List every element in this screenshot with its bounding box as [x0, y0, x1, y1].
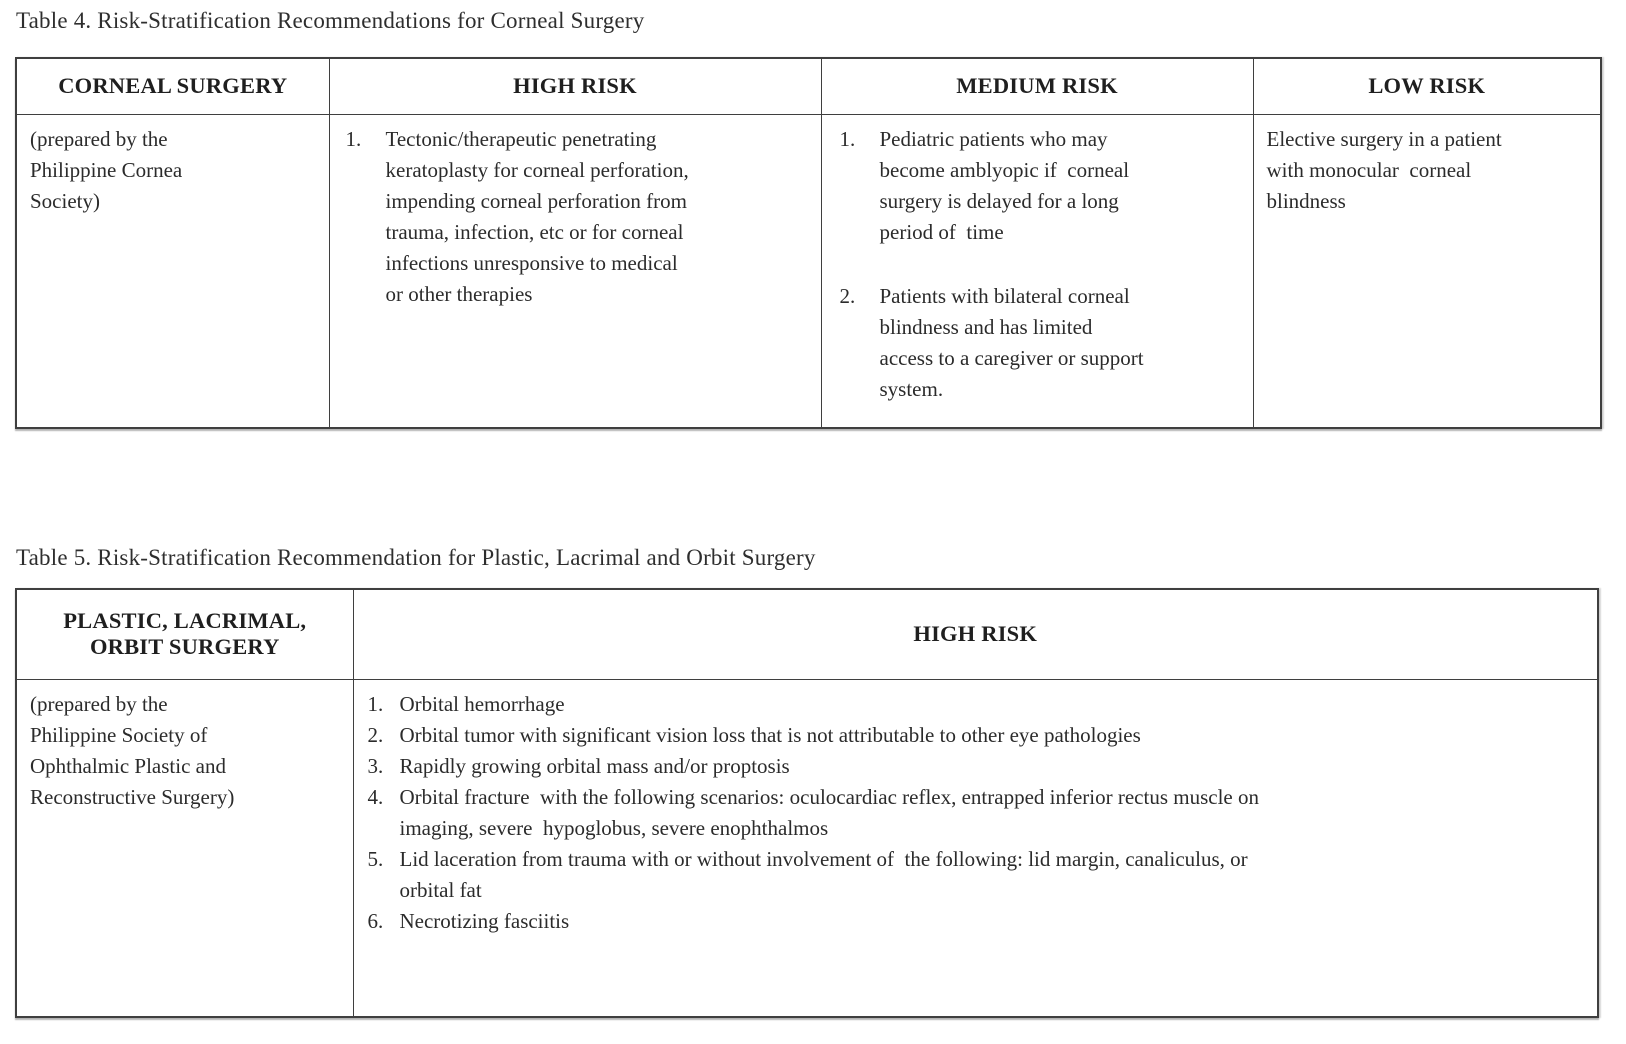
item-number: 2. — [367, 722, 384, 747]
item-number: 5. — [367, 846, 384, 871]
table5-body-row: (prepared by the Philippine Society of O… — [15, 678, 1599, 1018]
item-number: 1. — [345, 126, 362, 151]
table4-prepared-by-cell: (prepared by the Philippine Cornea Socie… — [15, 113, 330, 429]
item-text: Necrotizing fasciitis — [399, 908, 570, 933]
table4-header-row: CORNEAL SURGERY HIGH RISK MEDIUM RISK LO… — [15, 57, 1602, 115]
table5-header-plastic-lacrimal-orbit: PLASTIC, LACRIMAL, ORBIT SURGERY — [15, 588, 354, 680]
table4-high-risk-cell: 1. Tectonic/therapeutic penetrating kera… — [328, 113, 822, 429]
table5-header-row: PLASTIC, LACRIMAL, ORBIT SURGERY HIGH RI… — [15, 588, 1599, 680]
list-item: 2. Patients with bilateral corneal blind… — [840, 281, 1241, 405]
table4-header-corneal-surgery: CORNEAL SURGERY — [15, 57, 330, 115]
list-item: 3. Rapidly growing orbital mass and/or p… — [368, 751, 1586, 782]
list-item: 1. Tectonic/therapeutic penetrating kera… — [346, 124, 809, 310]
item-text: Pediatric patients who may become amblyo… — [879, 126, 1130, 244]
list-item: 5. Lid laceration from trauma with or wi… — [368, 844, 1586, 906]
list-item: 1. Pediatric patients who may become amb… — [840, 124, 1241, 248]
item-text: Orbital tumor with significant vision lo… — [399, 722, 1141, 747]
item-text: Orbital hemorrhage — [399, 691, 565, 716]
table4-header-medium-risk: MEDIUM RISK — [820, 57, 1254, 115]
item-text: Orbital fracture with the following scen… — [399, 784, 1260, 840]
list-item: 4. Orbital fracture with the following s… — [368, 782, 1586, 844]
table4-title: Table 4. Risk-Stratification Recommendat… — [16, 8, 645, 33]
table5-header-high-risk: HIGH RISK — [352, 588, 1599, 680]
table4-corneal-surgery: CORNEAL SURGERY HIGH RISK MEDIUM RISK LO… — [15, 57, 1602, 429]
table4-low-risk-cell: Elective surgery in a patient with monoc… — [1252, 113, 1602, 429]
item-number: 1. — [839, 126, 856, 151]
item-number: 6. — [367, 908, 384, 933]
table4-low-risk-text: Elective surgery in a patient with monoc… — [1266, 126, 1502, 213]
item-number: 1. — [367, 691, 384, 716]
table4-header-high-risk: HIGH RISK — [328, 57, 822, 115]
table5-title: Table 5. Risk-Stratification Recommendat… — [16, 545, 816, 570]
table5-plastic-lacrimal-orbit-surgery: PLASTIC, LACRIMAL, ORBIT SURGERY HIGH RI… — [15, 588, 1599, 1018]
item-text: Patients with bilateral corneal blindnes… — [879, 283, 1144, 401]
item-number: 2. — [839, 283, 856, 308]
item-number: 3. — [367, 753, 384, 778]
list-item: 2. Orbital tumor with significant vision… — [368, 720, 1586, 751]
table5-high-risk-cell: 1. Orbital hemorrhage 2. Orbital tumor w… — [352, 678, 1599, 1018]
table4-body-row: (prepared by the Philippine Cornea Socie… — [15, 113, 1602, 429]
list-item: 6. Necrotizing fasciitis — [368, 906, 1586, 937]
list-item: 1. Orbital hemorrhage — [368, 689, 1586, 720]
table4-medium-risk-cell: 1. Pediatric patients who may become amb… — [820, 113, 1254, 429]
item-text: Tectonic/therapeutic penetrating keratop… — [385, 126, 689, 306]
table4-header-low-risk: LOW RISK — [1252, 57, 1602, 115]
table5-prepared-by-cell: (prepared by the Philippine Society of O… — [15, 678, 354, 1018]
item-text: Lid laceration from trauma with or witho… — [399, 846, 1248, 902]
item-text: Rapidly growing orbital mass and/or prop… — [399, 753, 790, 778]
table4-prepared-by-text: (prepared by the Philippine Cornea Socie… — [30, 126, 183, 213]
table5-prepared-by-text: (prepared by the Philippine Society of O… — [30, 691, 235, 809]
item-number: 4. — [367, 784, 384, 809]
